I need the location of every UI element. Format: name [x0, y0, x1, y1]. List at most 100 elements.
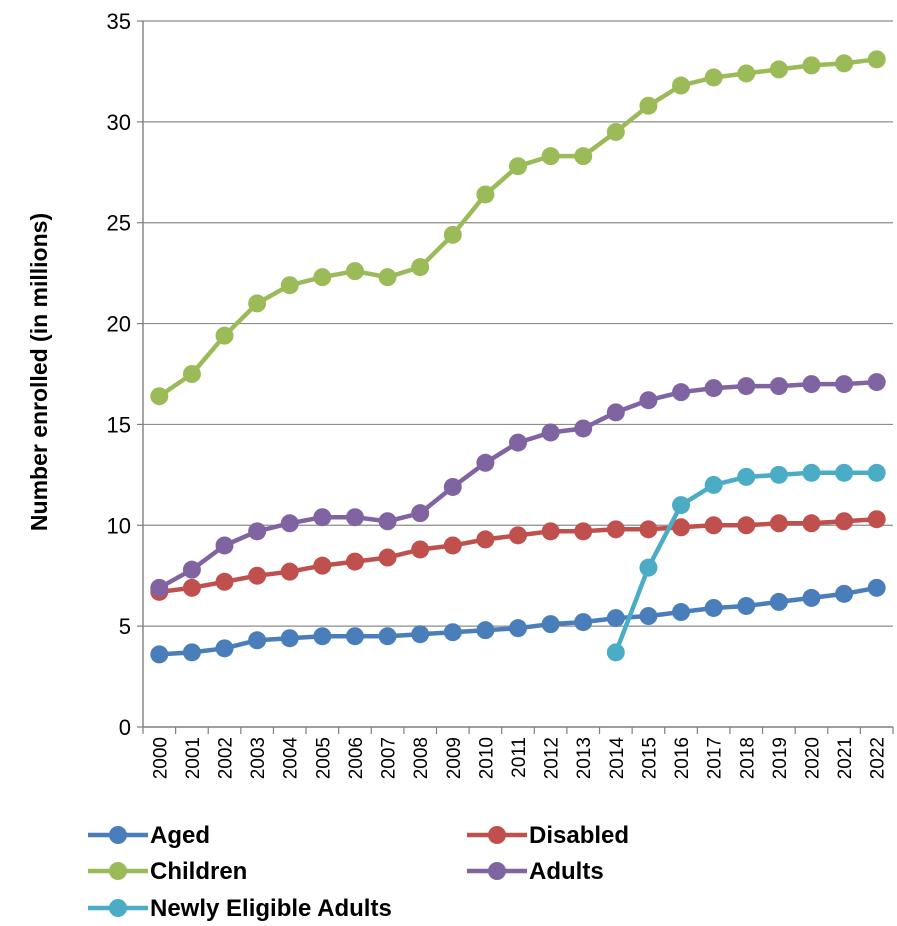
x-tick-label: 2000	[150, 737, 171, 779]
data-point	[280, 276, 299, 295]
data-point	[182, 365, 201, 383]
data-point	[345, 552, 364, 571]
data-point	[248, 522, 267, 541]
data-point	[802, 56, 821, 75]
data-point	[606, 520, 625, 539]
data-point	[672, 496, 691, 515]
y-tick-labels: 0 5 10 15 20 25 30 35	[107, 9, 131, 740]
data-point	[280, 562, 299, 581]
x-tick-label: 2009	[444, 737, 465, 779]
data-point	[672, 383, 691, 402]
legend-label: Aged	[150, 822, 210, 849]
data-point	[476, 530, 495, 549]
data-point	[215, 536, 234, 555]
data-point	[737, 377, 756, 396]
legend-label: Adults	[529, 858, 604, 885]
x-tick-label: 2012	[542, 737, 563, 779]
legend-item: Newly Eligible Adults	[88, 895, 392, 922]
series-aged	[150, 578, 886, 664]
data-point	[606, 122, 625, 141]
data-point	[802, 588, 821, 607]
data-point	[867, 463, 886, 482]
x-tick-label: 2019	[770, 737, 791, 779]
data-point	[378, 627, 397, 646]
x-tick-label: 2001	[183, 737, 204, 779]
data-point	[769, 60, 788, 79]
y-tick-label: 5	[119, 614, 131, 639]
data-point	[672, 603, 691, 622]
data-point	[639, 558, 658, 577]
data-point	[737, 467, 756, 486]
data-point	[867, 50, 886, 69]
x-tick-label: 2011	[509, 737, 530, 778]
data-point	[509, 619, 527, 638]
data-point	[802, 375, 821, 394]
data-point	[737, 64, 756, 83]
legend-label: Children	[150, 858, 247, 885]
data-point	[313, 508, 332, 527]
legend: Aged Disabled Children Adults Newly Eligible…	[88, 822, 629, 922]
series-children	[150, 50, 886, 406]
x-tick-label: 2021	[835, 737, 856, 779]
data-point	[606, 609, 625, 628]
data-point	[248, 566, 267, 585]
data-point	[867, 510, 886, 529]
data-point	[443, 225, 462, 244]
data-point	[769, 465, 788, 484]
y-tick-label: 10	[107, 513, 131, 538]
legend-item: Disabled	[467, 822, 629, 849]
x-tick-labels: 2000 2001 2002 2003 2004 2005 2006 2007 2008 2009…	[150, 737, 888, 780]
data-point	[835, 375, 854, 394]
data-point	[443, 477, 462, 496]
data-point	[541, 423, 560, 442]
data-point	[704, 598, 723, 617]
data-point	[606, 643, 625, 662]
data-point	[313, 556, 332, 575]
data-point	[835, 584, 854, 603]
data-point	[769, 514, 788, 533]
y-tick-label: 35	[107, 9, 131, 34]
legend-item: Children	[88, 858, 247, 885]
data-point	[541, 522, 560, 541]
data-point	[280, 514, 299, 533]
legend-swatch-marker	[109, 899, 127, 917]
data-point	[150, 578, 169, 597]
data-point	[672, 518, 691, 537]
x-tick-label: 2014	[607, 737, 628, 780]
series-line	[158, 379, 877, 590]
data-point	[737, 516, 756, 535]
data-point	[574, 613, 593, 632]
data-point	[639, 96, 658, 115]
data-point	[769, 592, 788, 611]
x-tick-label: 2013	[574, 737, 595, 779]
y-axis-title: Number enrolled (in millions)	[26, 213, 52, 531]
data-point	[541, 147, 560, 166]
data-point	[574, 147, 593, 166]
legend-swatch-marker	[109, 862, 127, 880]
data-point	[509, 157, 527, 176]
data-point	[378, 548, 397, 567]
y-tick-label: 30	[107, 110, 131, 135]
data-point	[704, 379, 723, 398]
data-point	[248, 631, 267, 650]
data-point	[345, 508, 364, 527]
x-tick-label: 2008	[411, 737, 432, 779]
data-point	[280, 629, 299, 648]
x-tick-label: 2005	[313, 737, 334, 779]
data-point	[411, 540, 430, 559]
data-point	[835, 54, 854, 73]
x-tick-label: 2016	[672, 737, 693, 779]
data-point	[509, 526, 527, 545]
data-point	[835, 463, 854, 482]
series-disabled	[150, 510, 886, 601]
data-point	[313, 268, 332, 287]
x-tick-label: 2004	[281, 737, 302, 780]
data-point	[476, 185, 495, 204]
data-point	[704, 475, 723, 494]
data-point	[835, 512, 854, 531]
y-tick-label: 15	[107, 412, 131, 437]
x-tick-label: 2007	[379, 737, 400, 779]
axes	[137, 20, 894, 734]
data-point	[574, 419, 593, 438]
data-point	[345, 627, 364, 646]
